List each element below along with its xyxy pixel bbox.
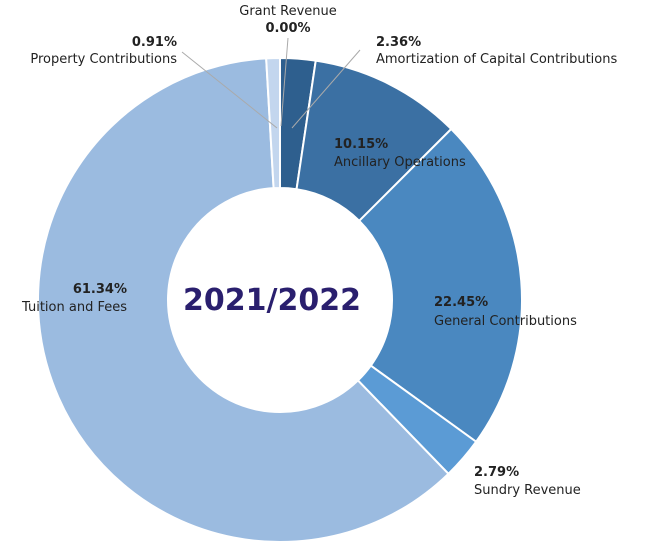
leader-line <box>181 51 278 129</box>
value-label: 0.91% <box>132 35 177 50</box>
category-label: Ancillary Operations <box>334 155 466 170</box>
center-label: 2021/2022 <box>183 283 361 318</box>
category-label: Amortization of Capital Contributions <box>376 52 617 67</box>
value-label: 2.36% <box>376 35 421 50</box>
donut-slice <box>37 57 450 543</box>
leader-line <box>291 49 361 129</box>
leader-line <box>280 37 289 127</box>
value-label: 61.34% <box>73 282 127 297</box>
value-label: 22.45% <box>434 295 488 310</box>
value-label: 2.79% <box>474 465 519 480</box>
category-label: Grant Revenue <box>239 4 336 19</box>
category-label: General Contributions <box>434 314 577 329</box>
category-label: Sundry Revenue <box>474 483 581 498</box>
value-label: 0.00% <box>265 21 310 36</box>
value-label: 10.15% <box>334 137 388 152</box>
category-label: Property Contributions <box>30 52 177 67</box>
category-label: Tuition and Fees <box>21 300 127 315</box>
donut-slice <box>357 127 523 444</box>
